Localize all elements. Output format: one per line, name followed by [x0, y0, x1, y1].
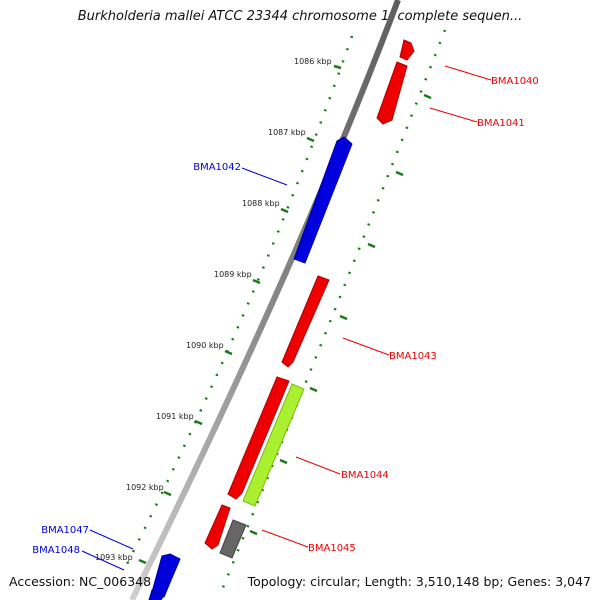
kbp-label: 1088 kbp: [242, 199, 280, 208]
gene-bma1040[interactable]: [399, 39, 415, 61]
gene-bma1044[interactable]: [227, 376, 305, 507]
gene-label-bma1045[interactable]: BMA1045: [308, 543, 356, 554]
gene-label-bma1044[interactable]: BMA1044: [341, 470, 389, 481]
kbp-label: 1089 kbp: [214, 270, 252, 279]
gene-label-bma1040[interactable]: BMA1040: [491, 76, 539, 87]
kbp-label: 1091 kbp: [156, 412, 194, 421]
gene-bma1041[interactable]: [376, 61, 408, 125]
leader-lines: [81, 65, 492, 571]
accession-info: Accession: NC_006348: [9, 574, 152, 589]
kbp-label: 1093 kbp: [95, 553, 133, 562]
kbp-label: 1092 kbp: [126, 483, 164, 492]
gene-label-bma1043[interactable]: BMA1043: [389, 351, 437, 362]
gene-label-bma1041[interactable]: BMA1041: [477, 118, 525, 129]
gene-bma1045[interactable]: [204, 504, 247, 559]
gene-label-bma1048[interactable]: BMA1048: [32, 545, 80, 556]
sequence-summary: Topology: circular; Length: 3,510,148 bp…: [247, 574, 591, 589]
gene-bma1047[interactable]: [151, 553, 181, 598]
gene-bma1042[interactable]: [293, 136, 353, 264]
map-title: Burkholderia mallei ATCC 23344 chromosom…: [77, 9, 523, 24]
chromosome-backbone: [129, 0, 401, 600]
major-ticks: [138, 64, 432, 565]
gene-bma1043[interactable]: [281, 275, 330, 368]
gene-bma1048[interactable]: [148, 589, 165, 600]
kbp-label: 1086 kbp: [294, 57, 332, 66]
kbp-label: 1090 kbp: [186, 341, 224, 350]
kbp-label: 1087 kbp: [268, 128, 306, 137]
gene-label-bma1042[interactable]: BMA1042: [193, 162, 241, 173]
tick-track-inner: [123, 35, 354, 569]
gene-label-bma1047[interactable]: BMA1047: [41, 525, 89, 536]
